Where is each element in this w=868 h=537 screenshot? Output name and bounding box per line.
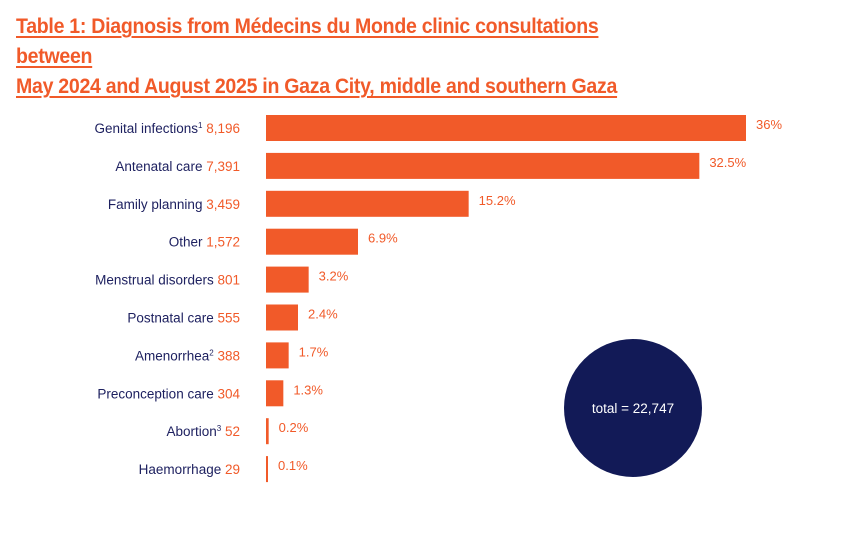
bar-other: [266, 228, 358, 255]
bar-amenorrhea: [266, 342, 289, 369]
value-label-amenorrhea: 1.7%: [299, 344, 329, 359]
category-count: 8,196: [202, 121, 240, 136]
category-count: 3,459: [202, 197, 240, 212]
category-name: Other: [169, 235, 203, 250]
category-label-other: Other 1,572: [169, 235, 240, 250]
category-label-antenatal-care: Antenatal care 7,391: [115, 159, 240, 174]
category-label-menstrual-disorders: Menstrual disorders 801: [95, 273, 240, 288]
category-count: 29: [221, 462, 240, 477]
category-label-haemorrhage: Haemorrhage 29: [139, 462, 240, 477]
footnote-mark: 1: [198, 121, 203, 130]
value-label-preconception-care: 1.3%: [293, 382, 323, 397]
value-label-family-planning: 15.2%: [479, 193, 516, 208]
chart-title-line-2: May 2024 and August 2025 in Gaza City, m…: [16, 75, 618, 98]
chart-title-line-1: Table 1: Diagnosis from Médecins du Mond…: [16, 15, 599, 68]
bar-menstrual-disorders: [266, 266, 309, 293]
total-label: total = 22,747: [591, 400, 675, 416]
category-name: Abortion: [166, 424, 216, 439]
category-count: 1,572: [202, 235, 240, 250]
bar-genital-infections: [266, 115, 746, 141]
bar-family-planning: [266, 190, 469, 217]
bar-postnatal-care: [266, 304, 298, 331]
category-label-genital-infections: Genital infections1 8,196: [94, 121, 240, 136]
bar-haemorrhage: [266, 456, 268, 483]
category-label-amenorrhea: Amenorrhea2 388: [135, 348, 240, 363]
category-label-preconception-care: Preconception care 304: [97, 386, 240, 401]
category-name: Menstrual disorders: [95, 273, 214, 288]
bar-abortion: [266, 418, 269, 445]
value-label-abortion: 0.2%: [279, 420, 309, 435]
category-name: Genital infections: [94, 121, 198, 136]
category-label-family-planning: Family planning 3,459: [108, 197, 240, 212]
category-count: 801: [214, 273, 240, 288]
value-label-menstrual-disorders: 3.2%: [319, 269, 349, 284]
value-label-genital-infections: 36%: [756, 117, 782, 132]
category-name: Antenatal care: [115, 159, 202, 174]
value-label-other: 6.9%: [368, 231, 398, 246]
category-name: Family planning: [108, 197, 203, 212]
value-label-antenatal-care: 32.5%: [709, 155, 746, 170]
category-count: 388: [214, 348, 240, 363]
category-name: Amenorrhea: [135, 348, 210, 363]
bar-antenatal-care: [266, 152, 700, 179]
category-count: 52: [221, 424, 240, 439]
category-name: Haemorrhage: [139, 462, 222, 477]
category-count: 7,391: [202, 159, 240, 174]
category-name: Postnatal care: [127, 311, 213, 326]
footnote-mark: 3: [217, 424, 222, 433]
category-count: 304: [214, 386, 241, 401]
footnote-mark: 2: [209, 348, 214, 357]
value-label-haemorrhage: 0.1%: [278, 458, 308, 473]
total-badge: total = 22,747: [564, 339, 702, 477]
category-count: 555: [214, 311, 240, 326]
chart-title: Table 1: Diagnosis from Médecins du Mond…: [16, 12, 667, 102]
category-label-postnatal-care: Postnatal care 555: [127, 311, 240, 326]
bar-preconception-care: [266, 380, 284, 407]
category-name: Preconception care: [97, 386, 213, 401]
category-label-abortion: Abortion3 52: [166, 424, 240, 439]
value-label-postnatal-care: 2.4%: [308, 307, 338, 322]
